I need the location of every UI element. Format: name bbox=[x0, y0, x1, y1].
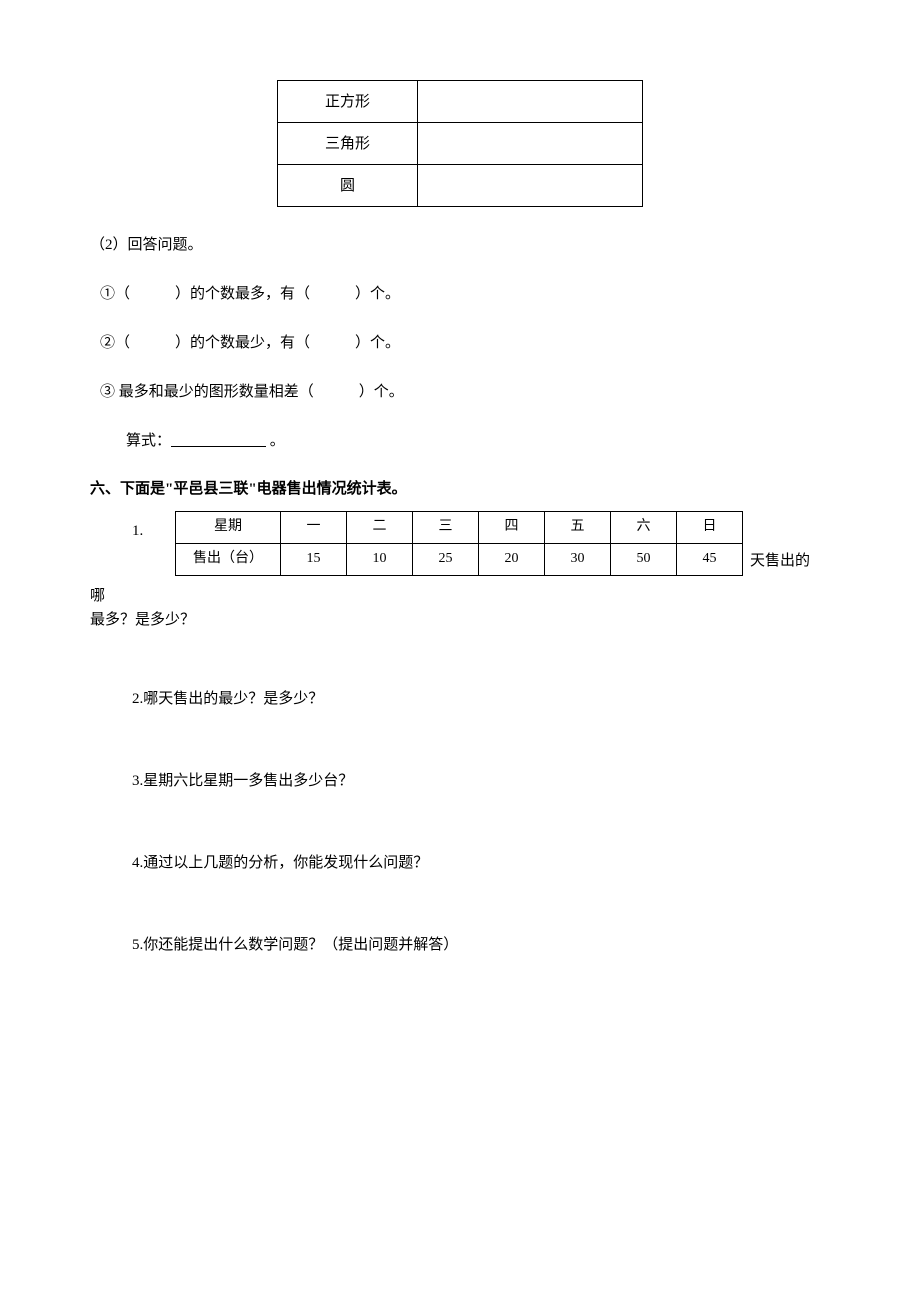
question-2-formula: 算式： 。 bbox=[90, 428, 830, 455]
sales-table: 星期 一 二 三 四 五 六 日 售出（台） 15 10 25 20 30 50… bbox=[175, 511, 743, 576]
data-cell: 50 bbox=[611, 544, 677, 576]
question-1-number: 1. bbox=[132, 519, 143, 543]
q1-part2: 最多？是多少？ bbox=[90, 612, 195, 628]
section-6-title: 六、下面是"平邑县三联"电器售出情况统计表。 bbox=[90, 477, 830, 501]
question-2-sub1: ①（ ）的个数最多，有（ ）个。 bbox=[90, 281, 830, 308]
header-cell: 星期 bbox=[176, 512, 281, 544]
question-3: 3.星期六比星期一多售出多少台？ bbox=[132, 769, 830, 793]
formula-blank bbox=[171, 446, 266, 447]
data-cell: 25 bbox=[413, 544, 479, 576]
question-1-text: 哪 最多？是多少？ bbox=[90, 584, 830, 632]
shapes-count-table: 正方形 三角形 圆 bbox=[277, 80, 643, 207]
data-label-cell: 售出（台） bbox=[176, 544, 281, 576]
formula-label: 算式： bbox=[126, 433, 171, 449]
question-2-sub3: ③ 最多和最少的图形数量相差（ ）个。 bbox=[90, 379, 830, 406]
shape-value bbox=[418, 123, 643, 165]
q1-part1: 哪 bbox=[90, 584, 190, 608]
data-cell: 30 bbox=[545, 544, 611, 576]
sales-right-text: 天售出的 bbox=[750, 549, 810, 573]
table-row: 圆 bbox=[278, 165, 643, 207]
data-cell: 45 bbox=[677, 544, 743, 576]
question-4: 4.通过以上几题的分析，你能发现什么问题？ bbox=[132, 851, 830, 875]
shape-label: 正方形 bbox=[278, 81, 418, 123]
question-2-title: （2）回答问题。 bbox=[90, 232, 830, 259]
data-cell: 10 bbox=[347, 544, 413, 576]
shape-label: 圆 bbox=[278, 165, 418, 207]
question-2-sub2: ②（ ）的个数最少，有（ ）个。 bbox=[90, 330, 830, 357]
question-2: 2.哪天售出的最少？是多少？ bbox=[132, 687, 830, 711]
shape-value bbox=[418, 165, 643, 207]
table-row: 星期 一 二 三 四 五 六 日 bbox=[176, 512, 743, 544]
table-row: 三角形 bbox=[278, 123, 643, 165]
data-cell: 20 bbox=[479, 544, 545, 576]
question-5: 5.你还能提出什么数学问题？（提出问题并解答） bbox=[132, 933, 830, 957]
header-cell: 六 bbox=[611, 512, 677, 544]
table-row: 正方形 bbox=[278, 81, 643, 123]
header-cell: 三 bbox=[413, 512, 479, 544]
table-row: 售出（台） 15 10 25 20 30 50 45 bbox=[176, 544, 743, 576]
data-cell: 15 bbox=[281, 544, 347, 576]
header-cell: 一 bbox=[281, 512, 347, 544]
sales-table-wrap: 1. 星期 一 二 三 四 五 六 日 售出（台） 15 10 25 20 30… bbox=[90, 511, 830, 576]
header-cell: 五 bbox=[545, 512, 611, 544]
shape-value bbox=[418, 81, 643, 123]
header-cell: 四 bbox=[479, 512, 545, 544]
header-cell: 日 bbox=[677, 512, 743, 544]
formula-end: 。 bbox=[266, 433, 285, 449]
header-cell: 二 bbox=[347, 512, 413, 544]
shape-label: 三角形 bbox=[278, 123, 418, 165]
